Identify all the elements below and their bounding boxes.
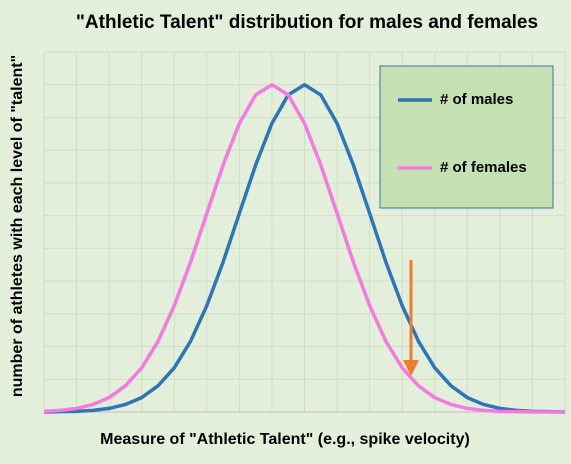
series-line — [43, 82, 565, 414]
legend-label: # of males — [440, 91, 513, 108]
series-line — [43, 82, 566, 414]
chart-title: "Athletic Talent" distribution for males… — [76, 12, 538, 33]
legend: # of males # of females — [379, 65, 554, 209]
y-axis-label: number of athletes with each level of "t… — [9, 55, 26, 397]
series-layer — [43, 82, 566, 414]
legend-label: # of females — [440, 159, 527, 176]
legend-box — [379, 65, 554, 209]
x-axis-label: Measure of "Athletic Talent" (e.g., spik… — [100, 431, 470, 448]
arrow-head — [403, 360, 419, 376]
annotation-arrow — [403, 260, 419, 376]
